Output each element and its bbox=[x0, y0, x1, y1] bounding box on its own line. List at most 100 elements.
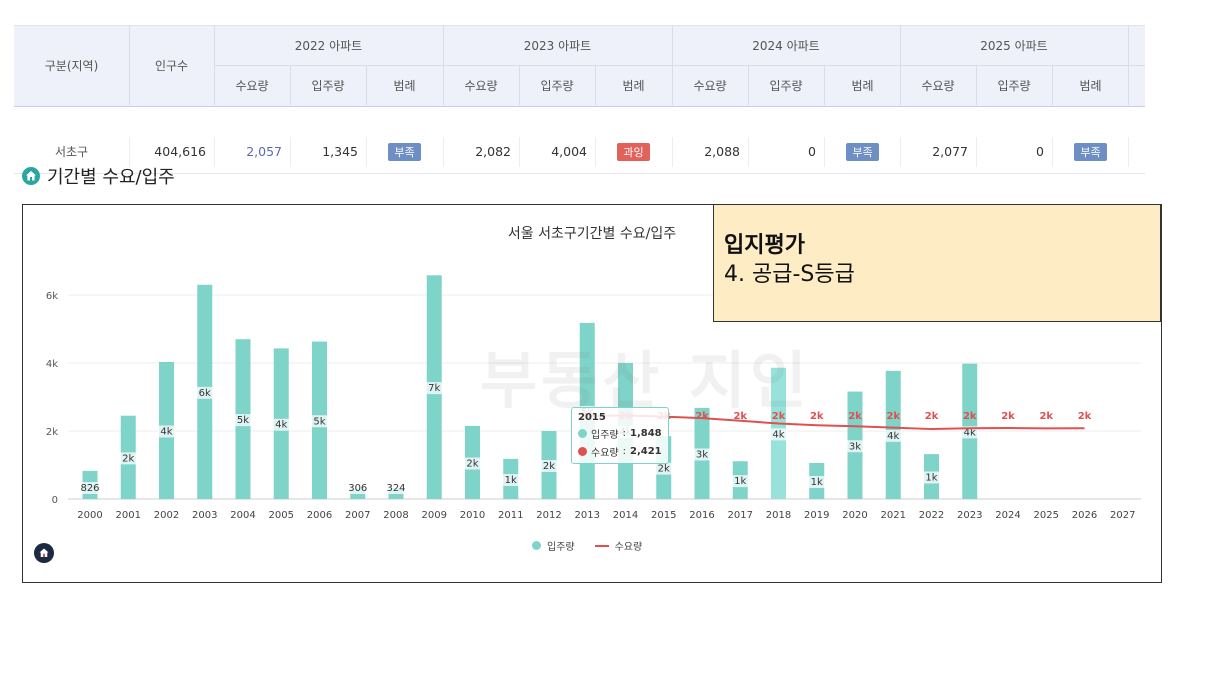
x-tick-label: 2019 bbox=[804, 510, 829, 521]
bar-label: 1k bbox=[734, 476, 746, 487]
bar-label: 2k bbox=[543, 461, 555, 472]
cell-demand: 2,088 bbox=[704, 144, 740, 159]
subheader-legend: 범례 bbox=[851, 78, 874, 93]
demand-dot-icon bbox=[578, 447, 587, 456]
bar-label: 1k bbox=[811, 477, 823, 488]
subheader-legend: 범례 bbox=[622, 78, 645, 93]
bar-label: 4k bbox=[772, 429, 784, 440]
tooltip-demand-label: 수요량 bbox=[591, 448, 619, 459]
status-badge: 과잉 bbox=[617, 142, 650, 161]
subheader-demand: 수요량 bbox=[693, 78, 727, 93]
x-tick-label: 2024 bbox=[995, 510, 1020, 521]
bar-label: 5k bbox=[313, 416, 325, 427]
bar-label: 3k bbox=[849, 441, 861, 452]
x-tick-label: 2020 bbox=[842, 510, 867, 521]
bar-label-bg bbox=[384, 482, 408, 494]
chart-tooltip: 2015 입주량: 1,848 수요량: 2,421 bbox=[571, 407, 669, 464]
subheader-supply: 입주량 bbox=[769, 78, 803, 93]
legend-supply-label: 입주량 bbox=[547, 542, 575, 553]
bar-label-bg bbox=[119, 452, 137, 465]
x-tick-label: 2026 bbox=[1072, 510, 1097, 521]
x-tick-label: 2005 bbox=[269, 510, 294, 521]
bar-label: 1k bbox=[505, 475, 517, 486]
demand-label: 2k bbox=[963, 411, 977, 422]
bar-label-bg bbox=[540, 460, 558, 472]
x-tick-label: 2022 bbox=[919, 510, 944, 521]
status-badge: 부족 bbox=[388, 142, 421, 161]
header-year-2023: 2023 아파트 bbox=[523, 38, 592, 53]
x-tick-label: 2009 bbox=[422, 510, 447, 521]
x-tick-label: 2016 bbox=[689, 510, 714, 521]
demand-label: 2k bbox=[1078, 411, 1092, 422]
demand-label: 2k bbox=[1039, 411, 1053, 422]
home-icon bbox=[22, 167, 40, 185]
cell-legend: 과잉 bbox=[595, 130, 672, 173]
x-tick-label: 2023 bbox=[957, 510, 982, 521]
bar-label: 2k bbox=[122, 453, 134, 464]
bar-label-bg bbox=[731, 475, 749, 488]
legend-demand[interactable]: 수요량 bbox=[594, 538, 642, 553]
y-tick-label: 0 bbox=[52, 495, 58, 506]
subheader-supply: 입주량 bbox=[311, 78, 345, 93]
note-grade: 4. 공급-S등급 bbox=[724, 262, 855, 287]
bar-label: 3k bbox=[696, 449, 708, 460]
bar-label: 5k bbox=[237, 415, 249, 426]
bar-label-bg bbox=[770, 428, 787, 441]
bar-label: 7k bbox=[428, 383, 440, 394]
x-tick-label: 2011 bbox=[498, 510, 523, 521]
section-title: 기간별 수요/입주 bbox=[22, 163, 175, 189]
subheader-legend: 범례 bbox=[1079, 78, 1102, 93]
bar-label: 826 bbox=[80, 483, 99, 494]
header-year-2025: 2025 아파트 bbox=[980, 38, 1048, 53]
bar-label-bg bbox=[846, 440, 864, 453]
demand-label: 2k bbox=[925, 411, 939, 422]
bar-label: 306 bbox=[348, 483, 367, 494]
bar-label-bg bbox=[961, 426, 979, 439]
legend-supply[interactable]: 입주량 bbox=[532, 538, 575, 553]
supply-demand-table: 구분(지역) 인구수 2022 아파트 2023 아파트 2024 아파트 20… bbox=[14, 25, 1145, 174]
bar-label-bg bbox=[78, 482, 102, 494]
bar-label-bg bbox=[425, 382, 443, 395]
note-title: 입지평가 bbox=[724, 233, 805, 258]
x-tick-label: 2015 bbox=[651, 510, 676, 521]
bar-label-bg bbox=[808, 475, 826, 488]
bar-label: 2k bbox=[658, 464, 670, 475]
subheader-supply: 입주량 bbox=[997, 78, 1031, 93]
demand-label: 2k bbox=[1001, 411, 1015, 422]
x-tick-label: 2003 bbox=[192, 510, 217, 521]
x-tick-label: 2021 bbox=[881, 510, 906, 521]
tooltip-demand-row: 수요량: 2,421 bbox=[578, 444, 662, 459]
cell-supply: 0 bbox=[1036, 144, 1044, 159]
cell-region: 서초구 bbox=[54, 145, 89, 159]
x-tick-label: 2007 bbox=[345, 510, 370, 521]
bar-label-bg bbox=[923, 471, 940, 484]
cell-demand: 2,077 bbox=[932, 144, 968, 159]
x-tick-label: 2025 bbox=[1034, 510, 1059, 521]
location-evaluation-note: 입지평가 4. 공급-S등급 bbox=[713, 204, 1161, 322]
cell-demand: 2,057 bbox=[246, 144, 282, 159]
tooltip-supply-row: 입주량: 1,848 bbox=[578, 426, 662, 441]
brand-logo-icon bbox=[34, 543, 54, 563]
header-region: 구분(지역) bbox=[44, 58, 99, 73]
bar-label-bg bbox=[158, 425, 175, 438]
bar-label-bg bbox=[655, 462, 673, 475]
bar-label: 4k bbox=[160, 426, 172, 437]
header-year-2024: 2024 아파트 bbox=[752, 38, 820, 53]
demand-label: 2k bbox=[810, 411, 824, 422]
x-tick-label: 2000 bbox=[77, 510, 102, 521]
cell-supply: 1,345 bbox=[322, 144, 358, 159]
bar-label-bg bbox=[884, 429, 902, 442]
x-tick-label: 2013 bbox=[575, 510, 600, 521]
demand-label: 2k bbox=[695, 411, 709, 422]
x-tick-label: 2027 bbox=[1110, 510, 1135, 521]
subheader-demand: 수요량 bbox=[464, 78, 498, 93]
demand-label: 2k bbox=[772, 411, 786, 422]
bar-label-bg bbox=[464, 457, 481, 470]
subheader-demand: 수요량 bbox=[235, 78, 269, 93]
bar-label: 4k bbox=[964, 427, 976, 438]
bar-label-bg bbox=[272, 418, 290, 431]
y-tick-label: 2k bbox=[46, 427, 58, 438]
table-header bbox=[14, 25, 1145, 107]
bar-label: 4k bbox=[275, 420, 287, 431]
subheader-demand: 수요량 bbox=[921, 78, 955, 93]
